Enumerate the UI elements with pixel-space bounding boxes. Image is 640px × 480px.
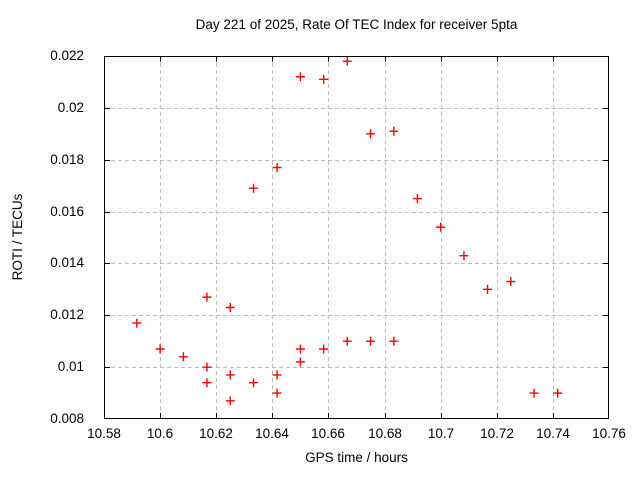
y-tick-label: 0.01	[57, 359, 84, 374]
plot-border	[104, 56, 609, 419]
data-point-marker	[366, 129, 376, 139]
x-axis-label: GPS time / hours	[305, 450, 408, 465]
chart-title: Day 221 of 2025, Rate Of TEC Index for r…	[195, 17, 518, 32]
data-point-marker	[225, 396, 235, 406]
y-tick-label: 0.02	[57, 100, 84, 115]
plot-area	[104, 56, 609, 419]
y-tick-label: 0.008	[50, 411, 84, 426]
data-point-marker	[202, 378, 212, 388]
data-point-marker	[249, 183, 259, 193]
data-point-marker	[272, 162, 282, 172]
x-tick-label: 10.68	[368, 426, 402, 441]
x-tick-label: 10.72	[480, 426, 514, 441]
data-point-marker	[506, 277, 516, 287]
x-tick-label: 10.6	[146, 426, 174, 441]
x-tick-label: 10.58	[87, 426, 121, 441]
data-point-marker	[155, 344, 165, 354]
data-point-marker	[132, 318, 142, 328]
data-point-marker	[319, 74, 329, 84]
data-point-marker	[459, 251, 469, 261]
data-point-marker	[178, 352, 188, 362]
data-point-marker	[529, 388, 539, 398]
x-tick-label: 10.66	[311, 426, 345, 441]
x-tick-label: 10.7	[427, 426, 455, 441]
y-tick-label: 0.012	[50, 307, 84, 322]
y-axis-label: ROTI / TECUs	[10, 193, 25, 281]
data-point-marker	[225, 303, 235, 313]
data-point-marker	[202, 362, 212, 372]
data-point-marker	[202, 292, 212, 302]
data-point-marker	[389, 336, 399, 346]
y-tick-label: 0.022	[50, 48, 84, 63]
data-point-marker	[553, 388, 563, 398]
data-point-marker	[225, 370, 235, 380]
data-point-marker	[295, 357, 305, 367]
data-point-marker	[272, 370, 282, 380]
data-point-marker	[272, 388, 282, 398]
y-tick-label: 0.014	[50, 255, 84, 270]
data-point-marker	[342, 56, 352, 66]
data-point-marker	[295, 72, 305, 82]
x-tick-label: 10.74	[536, 426, 570, 441]
data-point-marker	[319, 344, 329, 354]
data-point-marker	[295, 344, 305, 354]
plot-svg	[104, 56, 609, 419]
x-tick-label: 10.76	[592, 426, 626, 441]
data-point-marker	[483, 284, 493, 294]
data-point-marker	[249, 378, 259, 388]
y-tick-label: 0.018	[50, 152, 84, 167]
data-point-marker	[412, 194, 422, 204]
x-tick-label: 10.62	[199, 426, 233, 441]
data-point-marker	[342, 336, 352, 346]
data-point-marker	[436, 222, 446, 232]
data-point-marker	[366, 336, 376, 346]
x-tick-label: 10.64	[255, 426, 289, 441]
data-point-marker	[389, 126, 399, 136]
y-tick-label: 0.016	[50, 204, 84, 219]
